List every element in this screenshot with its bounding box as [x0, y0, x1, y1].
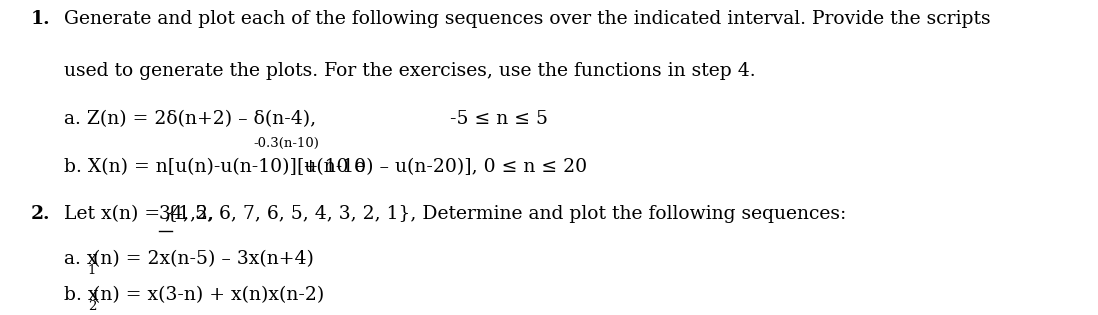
- Text: 3: 3: [159, 205, 171, 223]
- Text: -0.3(n-10): -0.3(n-10): [254, 137, 320, 150]
- Text: -5 ≤ n ≤ 5: -5 ≤ n ≤ 5: [450, 110, 548, 128]
- Text: (n) = x(3-n) + x(n)x(n-2): (n) = x(3-n) + x(n)x(n-2): [93, 286, 324, 304]
- Text: a. x: a. x: [64, 250, 98, 268]
- Text: b. X(n) = n[u(n)-u(n-10)] + 10 e: b. X(n) = n[u(n)-u(n-10)] + 10 e: [64, 158, 366, 176]
- Text: 2.: 2.: [31, 205, 49, 223]
- Text: 1.: 1.: [31, 10, 49, 28]
- Text: Generate and plot each of the following sequences over the indicated interval. P: Generate and plot each of the following …: [64, 10, 990, 28]
- Text: a. Z(n) = 2δ(n+2) – δ(n-4),: a. Z(n) = 2δ(n+2) – δ(n-4),: [64, 110, 316, 128]
- Text: used to generate the plots. For the exercises, use the functions in step 4.: used to generate the plots. For the exer…: [64, 62, 755, 80]
- Text: [u(n-10) – u(n-20)], 0 ≤ n ≤ 20: [u(n-10) – u(n-20)], 0 ≤ n ≤ 20: [298, 158, 587, 176]
- Text: (n) = 2x(n-5) – 3x(n+4): (n) = 2x(n-5) – 3x(n+4): [93, 250, 314, 268]
- Text: Let x(n) = {1,2,: Let x(n) = {1,2,: [64, 205, 214, 223]
- Text: 2: 2: [88, 300, 97, 313]
- Text: ,4, 5, 6, 7, 6, 5, 4, 3, 2, 1}, Determine and plot the following sequences:: ,4, 5, 6, 7, 6, 5, 4, 3, 2, 1}, Determin…: [165, 205, 847, 223]
- Text: 1: 1: [88, 264, 97, 277]
- Text: b. x: b. x: [64, 286, 99, 304]
